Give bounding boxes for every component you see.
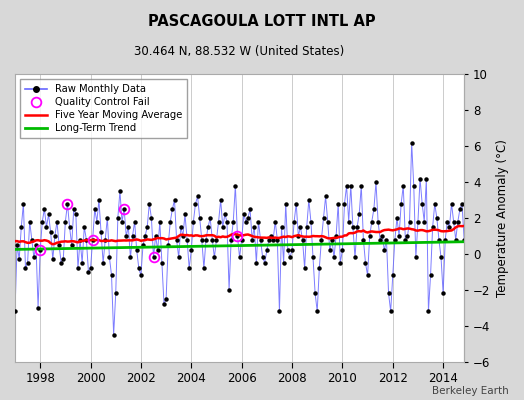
Text: Berkeley Earth: Berkeley Earth <box>432 386 508 396</box>
Legend: Raw Monthly Data, Quality Control Fail, Five Year Moving Average, Long-Term Tren: Raw Monthly Data, Quality Control Fail, … <box>20 80 188 138</box>
Text: PASCAGOULA LOTT INTL AP: PASCAGOULA LOTT INTL AP <box>148 14 376 29</box>
Title: 30.464 N, 88.532 W (United States): 30.464 N, 88.532 W (United States) <box>134 45 345 58</box>
Y-axis label: Temperature Anomaly (°C): Temperature Anomaly (°C) <box>496 139 509 297</box>
